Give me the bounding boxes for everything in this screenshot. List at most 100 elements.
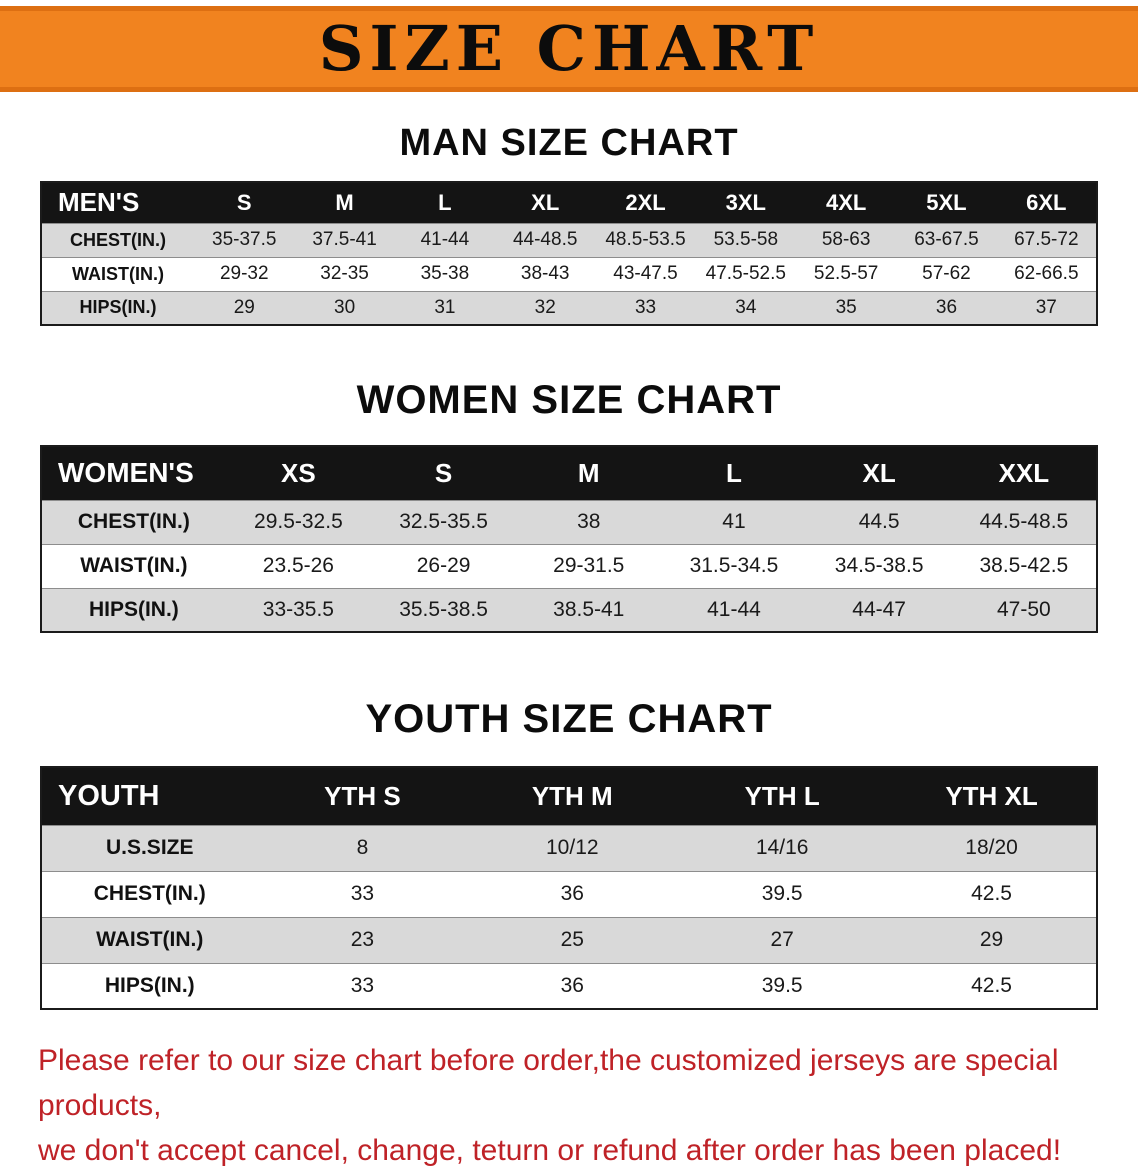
row-label: HIPS(IN.) xyxy=(88,597,179,621)
size-value-cell: 35 xyxy=(835,296,857,318)
size-value-cell: 44-48.5 xyxy=(512,229,578,250)
table-row: WAIST(IN.) 23 25 27 29 xyxy=(41,917,1097,963)
size-value-cell: 33-35.5 xyxy=(262,597,334,621)
men-size-chart-heading: MAN SIZE CHART xyxy=(399,122,739,164)
size-column-header: M xyxy=(294,182,395,223)
size-column-header: YTH M xyxy=(467,767,678,825)
size-value-cell: 39.5 xyxy=(761,882,803,905)
row-label: WAIST(IN.) xyxy=(80,554,188,577)
size-column-header: YTH XL xyxy=(887,767,1097,825)
size-value-cell: 34 xyxy=(735,296,757,318)
size-value-cell: 31 xyxy=(434,296,456,318)
size-column-header: S xyxy=(194,182,295,223)
size-value-cell: 29-32 xyxy=(219,263,269,284)
size-value-cell: 26-29 xyxy=(416,554,471,577)
size-column-header: 3XL xyxy=(695,182,796,223)
size-value-cell: 38 xyxy=(577,510,601,533)
women-size-table: WOMEN'S XS S M L XL XXL CHEST(IN.) 29.5-32.5 32.5… xyxy=(40,445,1098,633)
men-size-chart-section: MAN SIZE CHART MEN'S S M L XL 2XL 3XL 4XL 5XL 6XL… xyxy=(0,122,1138,326)
table-row: HIPS(IN.) 29 30 31 32 33 34 35 36 37 xyxy=(41,291,1097,325)
table-row: HIPS(IN.) 33-35.5 35.5-38.5 38.5-41 41-44 44-… xyxy=(41,588,1097,632)
table-corner-label: WOMEN'S xyxy=(41,446,226,500)
disclaimer: Please refer to our size chart before or… xyxy=(38,1038,1100,1173)
table-row: WAIST(IN.) 23.5-26 26-29 29-31.5 31.5-34.5 34… xyxy=(41,544,1097,588)
size-value-cell: 37 xyxy=(1035,296,1057,318)
size-value-cell: 36 xyxy=(560,882,584,905)
youth-size-chart-section: YOUTH SIZE CHART YOUTH YTH S YTH M YTH L YTH… xyxy=(0,697,1138,1010)
size-value-cell: 42.5 xyxy=(971,973,1012,997)
size-column-header: L xyxy=(661,446,807,500)
size-value-cell: 63-67.5 xyxy=(914,229,979,250)
header-row: MEN'S S M L XL 2XL 3XL 4XL 5XL 6XL xyxy=(41,182,1097,223)
size-value-cell: 41 xyxy=(722,510,746,533)
size-value-cell: 33 xyxy=(350,882,375,905)
size-value-cell: 38.5-42.5 xyxy=(979,554,1069,577)
size-value-cell: 36 xyxy=(935,296,958,318)
table-corner-label: MEN'S xyxy=(41,182,195,223)
size-value-cell: 67.5-72 xyxy=(1014,229,1079,250)
header-row: WOMEN'S XS S M L XL XXL xyxy=(41,446,1097,500)
size-value-cell: 8 xyxy=(356,836,369,859)
page-title: SIZE CHART xyxy=(318,12,820,85)
size-value-cell: 38.5-41 xyxy=(553,597,625,621)
size-value-cell: 39.5 xyxy=(761,973,803,997)
size-value-cell: 27 xyxy=(770,928,794,951)
size-value-cell: 35-38 xyxy=(420,263,470,284)
size-value-cell: 32 xyxy=(534,296,556,318)
table-row: U.S.SIZE 8 10/12 14/16 18/20 xyxy=(41,825,1097,871)
size-value-cell: 41-44 xyxy=(707,597,761,621)
disclaimer-line-1: Please refer to our size chart before or… xyxy=(38,1044,1059,1122)
row-label: WAIST(IN.) xyxy=(96,928,204,951)
size-value-cell: 44.5 xyxy=(858,510,900,533)
women-size-chart-heading: WOMEN SIZE CHART xyxy=(356,378,782,422)
size-value-cell: 32-35 xyxy=(320,263,369,284)
charts-area: MAN SIZE CHART MEN'S S M L XL 2XL 3XL 4XL 5XL 6XL… xyxy=(0,122,1138,1010)
row-label: CHEST(IN.) xyxy=(70,229,167,250)
size-column-header: 5XL xyxy=(896,182,997,223)
youth-size-table: YOUTH YTH S YTH M YTH L YTH XL U.S.SIZE 8 10/12… xyxy=(40,766,1098,1010)
size-value-cell: 18/20 xyxy=(965,836,1018,859)
size-value-cell: 36 xyxy=(560,973,584,997)
size-value-cell: 29.5-32.5 xyxy=(254,510,343,533)
size-column-header: YTH S xyxy=(257,767,468,825)
youth-size-chart-heading: YOUTH SIZE CHART xyxy=(365,697,773,741)
row-label: CHEST(IN.) xyxy=(93,882,206,905)
size-value-cell: 30 xyxy=(334,296,356,318)
table-row: WAIST(IN.) 29-32 32-35 35-38 38-43 43-47.5 47.… xyxy=(41,257,1097,291)
size-value-cell: 42.5 xyxy=(971,882,1012,905)
size-value-cell: 35-37.5 xyxy=(212,229,277,250)
size-column-header: YTH L xyxy=(677,767,888,825)
size-value-cell: 58-63 xyxy=(821,229,871,250)
size-value-cell: 23 xyxy=(350,928,375,951)
table-row: HIPS(IN.) 33 36 39.5 42.5 xyxy=(41,963,1097,1009)
size-value-cell: 14/16 xyxy=(755,836,809,859)
table-row: CHEST(IN.) 29.5-32.5 32.5-35.5 38 41 44.5 44.5… xyxy=(41,500,1097,544)
size-value-cell: 47-50 xyxy=(997,597,1051,621)
size-column-header: XXL xyxy=(951,446,1097,500)
size-value-cell: 37.5-41 xyxy=(312,229,377,250)
table-row: CHEST(IN.) 35-37.5 37.5-41 41-44 44-48.5 48.5… xyxy=(41,223,1097,257)
size-column-header: XS xyxy=(225,446,371,500)
size-value-cell: 33 xyxy=(634,296,657,318)
size-value-cell: 23.5-26 xyxy=(262,554,334,577)
row-label: U.S.SIZE xyxy=(105,836,194,859)
size-value-cell: 35.5-38.5 xyxy=(399,597,488,621)
size-value-cell: 47.5-52.5 xyxy=(705,263,786,284)
size-value-cell: 34.5-38.5 xyxy=(834,554,924,577)
table-row: CHEST(IN.) 33 36 39.5 42.5 xyxy=(41,871,1097,917)
size-column-header: L xyxy=(394,182,496,223)
size-value-cell: 52.5-57 xyxy=(813,263,879,284)
size-column-header: 4XL xyxy=(795,182,897,223)
size-value-cell: 44.5-48.5 xyxy=(979,510,1069,533)
size-value-cell: 29 xyxy=(233,296,255,318)
row-label: HIPS(IN.) xyxy=(79,297,157,318)
size-column-header: S xyxy=(370,446,517,500)
size-column-header: 2XL xyxy=(595,182,696,223)
size-column-header: XL xyxy=(806,446,952,500)
row-label: WAIST(IN.) xyxy=(72,263,165,284)
row-label: HIPS(IN.) xyxy=(104,973,195,997)
size-column-header: XL xyxy=(495,182,596,223)
size-chart-page: SIZE CHART MAN SIZE CHART MEN'S S M L XL 2XL 3… xyxy=(0,6,1138,1173)
table-corner-label: YOUTH xyxy=(41,767,258,825)
size-column-header: 6XL xyxy=(996,182,1097,223)
